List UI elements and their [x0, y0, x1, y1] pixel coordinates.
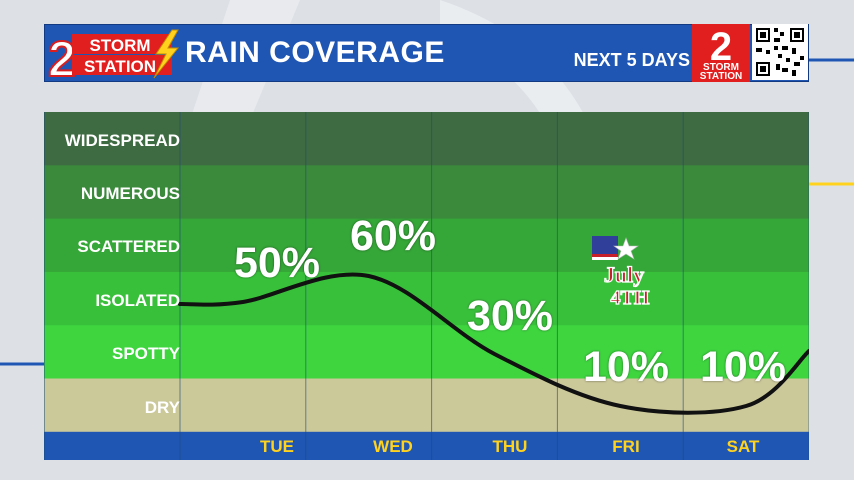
day-label-tue: TUE — [260, 437, 294, 456]
storm-station-badge: 2 STORM STATION — [692, 24, 750, 82]
badge-line1: STORM — [703, 62, 739, 73]
day-label-wed: WED — [373, 437, 413, 456]
band-dry — [44, 378, 809, 433]
value-label-tue: 50% — [233, 239, 321, 287]
day-axis-strip — [44, 431, 809, 460]
badge-number: 2 — [710, 25, 732, 69]
value-label-fri: 10% — [582, 343, 670, 391]
day-label-sat: SAT — [726, 437, 760, 456]
badge-july-text: July — [604, 262, 644, 287]
tier-label-numerous: NUMEROUS — [80, 184, 180, 203]
band-scattered — [44, 218, 809, 273]
logo-number: 2 — [48, 31, 76, 82]
logo-line1: STORM — [89, 36, 150, 55]
band-widespread — [44, 112, 809, 166]
value-label-thu: 30% — [466, 292, 554, 340]
lightning-bolt-icon — [153, 29, 180, 79]
band-spotty — [44, 325, 809, 379]
value-label-sat: 10% — [699, 343, 787, 391]
july-4th-icon: July 4TH — [592, 236, 650, 310]
tier-label-widespread: WIDESPREAD — [64, 131, 180, 150]
logo-line2: STATION — [84, 57, 156, 76]
qr-code-icon — [752, 24, 808, 80]
tier-label-isolated: ISOLATED — [95, 291, 180, 310]
page-title: RAIN COVERAGE — [185, 36, 445, 69]
storm-station-logo: 2 STORM STATION — [47, 29, 180, 82]
day-label-thu: THU — [492, 437, 528, 456]
day-label-fri: FRI — [612, 437, 640, 456]
tier-label-scattered: SCATTERED — [77, 237, 180, 256]
tier-label-dry: DRY — [144, 398, 180, 417]
badge-line2: STATION — [700, 71, 742, 82]
rain-coverage-chart — [44, 112, 809, 460]
tier-label-spotty: SPOTTY — [111, 344, 180, 363]
value-label-wed: 60% — [349, 212, 437, 260]
badge-4th-text: 4TH — [611, 287, 650, 309]
band-numerous — [44, 165, 809, 220]
page-subtitle: NEXT 5 DAYS — [573, 50, 690, 70]
band-isolated — [44, 271, 809, 326]
